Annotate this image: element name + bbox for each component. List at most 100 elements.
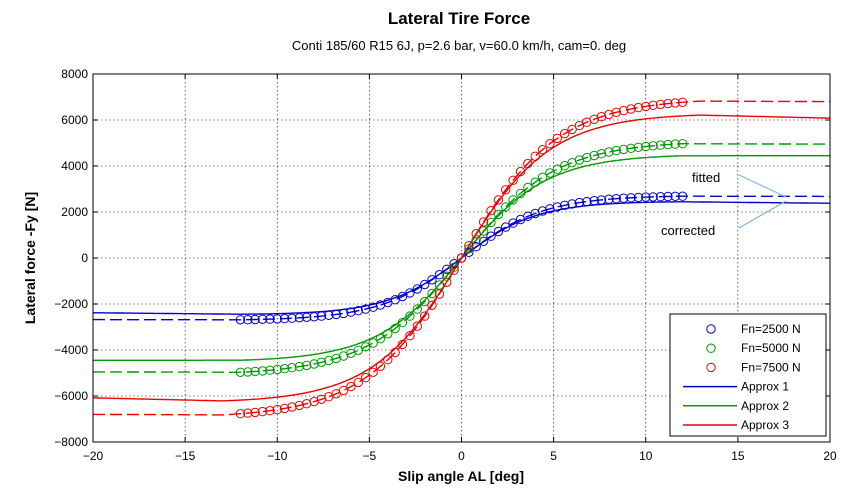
data-point-1 xyxy=(478,236,489,247)
data-point-1 xyxy=(243,315,253,325)
y-tick-label: 8000 xyxy=(61,67,88,81)
data-point-1 xyxy=(663,191,673,202)
data-point-3 xyxy=(338,385,349,396)
data-point-2 xyxy=(412,304,422,314)
data-point-2 xyxy=(530,177,540,187)
data-point-2 xyxy=(287,363,297,373)
data-point-3 xyxy=(567,124,577,135)
data-point-3 xyxy=(604,109,614,120)
data-point-3 xyxy=(478,217,489,227)
data-point-3 xyxy=(655,99,666,110)
legend-marker xyxy=(706,324,716,334)
data-point-2 xyxy=(250,366,260,377)
data-point-1 xyxy=(265,314,275,324)
data-point-3 xyxy=(633,102,644,113)
data-point-3 xyxy=(530,151,540,162)
data-point-1 xyxy=(641,192,651,202)
data-point-2 xyxy=(611,145,621,156)
data-point-3 xyxy=(390,347,400,358)
data-point-3 xyxy=(641,101,651,112)
data-point-1 xyxy=(670,191,680,202)
x-tick-label: 10 xyxy=(639,449,653,463)
data-point-2 xyxy=(361,342,371,352)
data-point-1 xyxy=(235,315,246,325)
data-point-3 xyxy=(471,229,481,239)
approx-curve-3 xyxy=(92,114,831,402)
data-point-3 xyxy=(235,409,246,419)
legend-label: Fn=5000 N xyxy=(741,341,801,355)
data-point-1 xyxy=(486,231,496,241)
data-point-2 xyxy=(582,152,592,163)
data-point-1 xyxy=(567,199,577,209)
data-point-1 xyxy=(250,314,260,325)
data-point-1 xyxy=(412,284,422,294)
data-point-2 xyxy=(375,334,386,344)
data-point-1 xyxy=(287,313,297,323)
data-point-3 xyxy=(501,185,511,195)
data-point-1 xyxy=(405,288,415,298)
data-point-3 xyxy=(442,277,452,287)
data-point-2 xyxy=(397,317,408,328)
data-point-2 xyxy=(515,188,526,199)
data-point-2 xyxy=(294,361,305,372)
data-point-3 xyxy=(456,253,467,263)
data-point-1 xyxy=(294,313,305,323)
data-point-3 xyxy=(361,372,371,383)
data-point-3 xyxy=(302,399,312,409)
legend-marker xyxy=(706,362,716,373)
data-point-1 xyxy=(604,194,614,204)
data-point-3 xyxy=(464,241,474,251)
data-point-2 xyxy=(272,364,282,375)
data-point-3 xyxy=(375,361,386,371)
y-tick-label: −6000 xyxy=(54,389,88,403)
data-point-3 xyxy=(353,377,363,388)
annotations-layer: fitted corrected xyxy=(661,170,787,238)
data-point-2 xyxy=(390,323,400,334)
data-point-2 xyxy=(464,244,474,254)
data-point-1 xyxy=(552,202,562,212)
data-point-1 xyxy=(420,279,430,290)
data-point-1 xyxy=(346,307,356,317)
markers-layer xyxy=(235,97,688,419)
legend-label: Fn=7500 N xyxy=(741,360,801,374)
data-point-3 xyxy=(449,265,459,275)
data-point-2 xyxy=(589,150,599,161)
data-point-1 xyxy=(582,196,592,207)
data-point-2 xyxy=(493,209,504,220)
data-point-3 xyxy=(545,139,555,149)
data-point-3 xyxy=(243,408,253,418)
data-point-3 xyxy=(618,105,629,116)
data-point-2 xyxy=(243,367,253,377)
data-point-2 xyxy=(655,140,666,150)
data-point-2 xyxy=(383,329,393,339)
data-point-3 xyxy=(648,100,658,111)
x-tick-label: −5 xyxy=(363,449,377,463)
data-point-2 xyxy=(626,143,636,154)
curves-layer xyxy=(92,100,831,416)
chart-subtitle: Conti 185/60 R15 6J, p=2.6 bar, v=60.0 k… xyxy=(292,38,626,53)
data-point-2 xyxy=(368,338,378,348)
data-point-3 xyxy=(420,311,430,321)
data-point-2 xyxy=(501,202,511,212)
data-point-1 xyxy=(368,302,378,312)
data-point-2 xyxy=(663,139,673,150)
data-point-1 xyxy=(545,204,555,214)
data-point-2 xyxy=(257,366,268,376)
data-point-3 xyxy=(552,133,562,144)
data-point-1 xyxy=(272,314,282,324)
data-point-2 xyxy=(537,172,548,183)
data-point-1 xyxy=(537,206,548,216)
data-point-3 xyxy=(412,321,422,331)
legend-label: Approx 1 xyxy=(741,380,789,394)
annotation-arrow-fitted xyxy=(738,174,787,198)
data-point-1 xyxy=(449,259,459,269)
data-point-1 xyxy=(442,264,452,274)
data-point-1 xyxy=(257,314,268,324)
annotation-arrow-corrected xyxy=(738,200,787,229)
data-point-3 xyxy=(626,104,636,114)
data-point-3 xyxy=(397,339,408,350)
data-point-3 xyxy=(368,367,378,377)
data-point-3 xyxy=(257,406,268,417)
x-tick-label: 5 xyxy=(550,449,557,463)
